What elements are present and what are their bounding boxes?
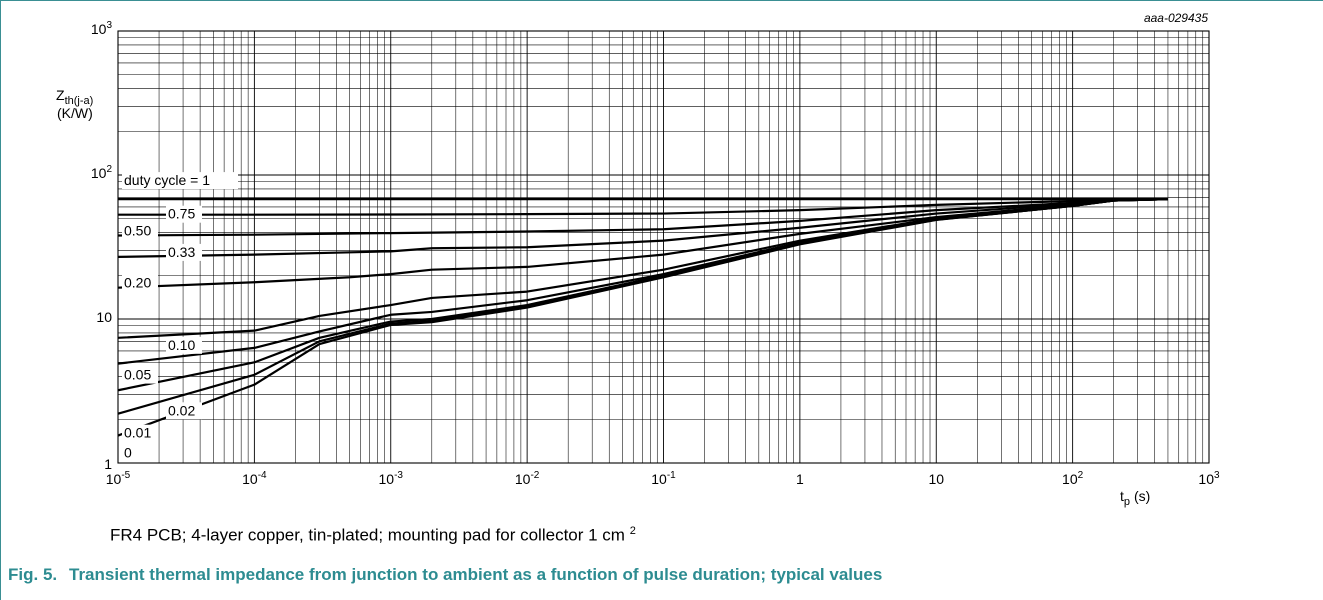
series-labels-group: duty cycle = 1 0.75 0.50 0.33 0.20 0.10 0.05 0.… bbox=[122, 172, 238, 462]
series-label-bg bbox=[166, 243, 202, 261]
x-tick-label: 10-4 bbox=[242, 470, 267, 487]
x-tick-label: 10 bbox=[928, 471, 944, 487]
chart: aaa-029435 duty cycle = 1 0.75 0.50 0.33 0.2… bbox=[56, 11, 1220, 508]
y-axis-label: Zth(j-a) bbox=[56, 87, 93, 107]
series-label: 0.01 bbox=[124, 425, 151, 441]
x-ticks-group: 10-5 10-4 10-3 10-2 10-1 1 10 102 103 bbox=[106, 470, 1220, 487]
series-label: 0 bbox=[124, 445, 132, 461]
series-label: 0.75 bbox=[168, 206, 195, 222]
series-line-8 bbox=[117, 198, 1168, 415]
series-label: duty cycle = 1 bbox=[124, 172, 210, 188]
figure-code: aaa-029435 bbox=[1144, 11, 1208, 25]
series-group bbox=[117, 198, 1168, 437]
y-ticks-group: 1 10 102 103 bbox=[91, 20, 113, 472]
series-label: 0.05 bbox=[124, 367, 151, 383]
series-label-bg bbox=[122, 172, 238, 190]
x-tick-label: 1 bbox=[796, 471, 804, 487]
series-line-7 bbox=[117, 198, 1168, 392]
series-label: 0.33 bbox=[168, 244, 195, 260]
series-line-5 bbox=[117, 198, 1168, 339]
x-tick-label: 102 bbox=[1062, 470, 1084, 487]
series-label-bg bbox=[122, 274, 158, 292]
series-label-bg bbox=[166, 336, 202, 354]
x-tick-label: 10-5 bbox=[106, 470, 131, 487]
caption-note: FR4 PCB; 4-layer copper, tin-plated; mou… bbox=[110, 525, 636, 545]
y-tick-label: 103 bbox=[91, 20, 113, 37]
plot-border bbox=[117, 30, 1210, 464]
y-tick-label: 1 bbox=[104, 456, 112, 472]
series-label-bg bbox=[166, 402, 202, 420]
x-tick-label: 103 bbox=[1198, 470, 1220, 487]
series-label-bg bbox=[122, 444, 134, 462]
x-axis-label: tp (s) bbox=[1120, 488, 1150, 508]
x-tick-label: 10-2 bbox=[515, 470, 540, 487]
y-tick-label: 10 bbox=[96, 309, 112, 325]
figure-number: Fig. 5. bbox=[8, 565, 58, 584]
series-label: 0.20 bbox=[124, 275, 151, 291]
y-axis-unit: (K/W) bbox=[57, 105, 93, 121]
series-label-bg bbox=[166, 205, 202, 223]
series-line-2 bbox=[117, 198, 1168, 237]
figure-title: Transient thermal impedance from junctio… bbox=[69, 565, 883, 584]
series-label: 0.10 bbox=[168, 337, 195, 353]
series-line-9 bbox=[117, 198, 1168, 437]
y-tick-label: 102 bbox=[91, 164, 113, 181]
series-label-bg bbox=[122, 222, 158, 240]
figure-caption: Fig. 5. Transient thermal impedance from … bbox=[8, 565, 882, 585]
grid-group bbox=[117, 30, 1210, 464]
x-tick-label: 10-1 bbox=[651, 470, 676, 487]
x-tick-label: 10-3 bbox=[379, 470, 404, 487]
series-label-bg bbox=[122, 424, 158, 442]
series-label-bg bbox=[122, 366, 158, 384]
series-line-3 bbox=[117, 198, 1168, 258]
series-label: 0.50 bbox=[124, 223, 151, 239]
series-line-1 bbox=[118, 198, 1168, 216]
series-label: 0.02 bbox=[168, 402, 195, 418]
